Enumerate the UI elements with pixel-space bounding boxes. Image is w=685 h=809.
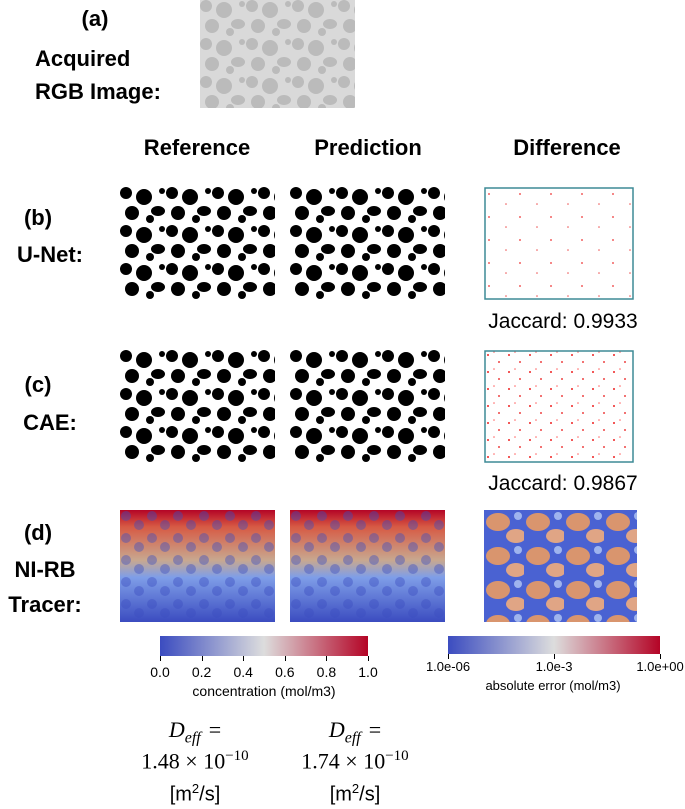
row-label: (c) (24, 372, 52, 397)
unit: /s] (359, 783, 381, 806)
prediction-image (290, 187, 445, 300)
error-colorbar (448, 636, 660, 654)
tick-label: 1.0e-3 (535, 659, 573, 674)
colorbar-label: concentration (mol/m3) (192, 683, 336, 699)
row-name: U-Net: (17, 242, 83, 267)
symbol: D (168, 717, 185, 742)
tick-mark (368, 656, 369, 661)
caption: Acquired (35, 46, 131, 71)
column-header: Difference (513, 135, 621, 160)
tick-mark (660, 654, 661, 659)
deff-unit: [m2/s] (330, 781, 381, 807)
jaccard: Jaccard: 0.9933 (488, 310, 638, 333)
tick-mark (326, 656, 328, 661)
tick-label: 0.2 (191, 664, 212, 680)
row-name: CAE: (23, 410, 77, 435)
rgb-image (200, 0, 355, 108)
deff-value: 1.74 × 10−10 (301, 748, 408, 774)
symbol: D (328, 717, 345, 742)
caption: RGB Image: (35, 79, 161, 104)
tick-mark (448, 654, 449, 659)
unit-exponent: 2 (191, 781, 200, 796)
value: 1.74 × 10 (301, 748, 386, 774)
colorbar-label: absolute error (mol/m3) (485, 678, 621, 693)
unit: [m (169, 783, 192, 806)
tick-mark (284, 656, 286, 661)
tick-label: 1.0e+00 (636, 659, 684, 674)
prediction-image (290, 350, 445, 463)
tick-mark (243, 656, 245, 661)
reference-field (120, 510, 275, 622)
exponent: −10 (225, 748, 249, 764)
jaccard: Jaccard: 0.9867 (488, 472, 638, 495)
tick-mark (160, 656, 161, 661)
reference-image (120, 350, 275, 463)
row-label: (d) (23, 520, 53, 545)
column-header: Reference (143, 135, 251, 160)
column-header: Prediction (314, 135, 422, 160)
equals: = (368, 717, 382, 742)
tick-label: 0.8 (316, 664, 337, 680)
difference-image (484, 187, 634, 300)
reference-image (120, 187, 275, 300)
row-name: Tracer: (8, 592, 82, 617)
tick-label: 1.0 (358, 664, 378, 680)
exponent: −10 (385, 748, 409, 764)
tick-mark (554, 654, 555, 659)
tick-label: 0.4 (233, 664, 253, 680)
deff-unit: [m2/s] (170, 781, 221, 807)
unit: [m (329, 783, 352, 806)
equals: = (208, 717, 222, 742)
subscript: eff (344, 729, 361, 747)
tick-label: 0.6 (275, 664, 295, 680)
panel-label: (a) (81, 6, 109, 31)
row-name: NI-RB (14, 557, 76, 582)
value: 1.48 × 10 (141, 748, 226, 774)
tick-label: 1.0e-06 (425, 659, 471, 674)
difference-field (484, 510, 637, 622)
deff-value: 1.48 × 10−10 (141, 748, 248, 774)
prediction-field (290, 510, 445, 622)
unit: /s] (199, 783, 221, 806)
deff-symbol: Deff = (169, 717, 221, 747)
difference-image (484, 350, 634, 463)
row-label: (b) (23, 205, 53, 230)
deff-symbol: Deff = (329, 717, 381, 747)
tick-mark (201, 656, 203, 661)
tick-label: 0.0 (150, 664, 170, 680)
subscript: eff (184, 729, 201, 747)
concentration-colorbar (160, 636, 368, 656)
unit-exponent: 2 (351, 781, 360, 796)
